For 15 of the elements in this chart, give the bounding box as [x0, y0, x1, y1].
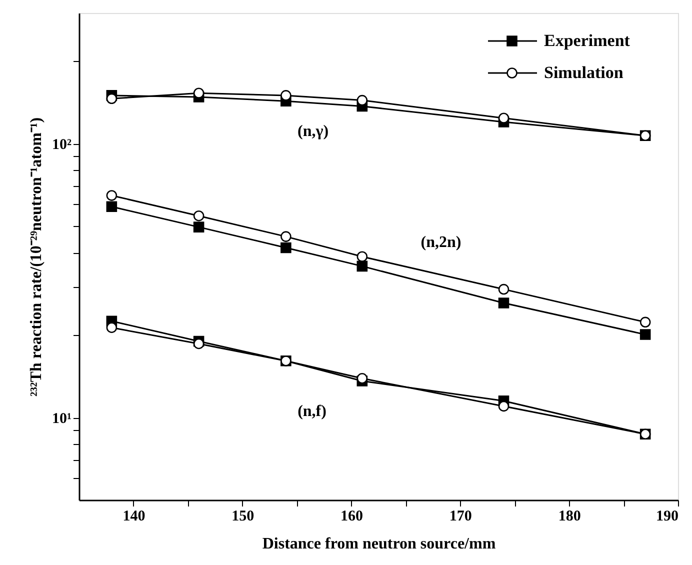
x-tick-label: 170 — [449, 508, 472, 524]
annotation: (n,2n) — [420, 234, 462, 251]
x-tick-label: 180 — [558, 508, 581, 524]
annotation: (n,f) — [298, 403, 326, 420]
x-tick-label: 150 — [232, 508, 254, 524]
x-tick-label: 160 — [340, 508, 364, 524]
x-tick-label: 190 — [656, 508, 678, 524]
y-axis-title: ²³²Th reaction rate/(10⁻²⁹neutron⁻¹atom⁻¹) — [28, 117, 46, 397]
x-axis-title: Distance from neutron source/mm — [262, 536, 496, 552]
annotation: (n,γ) — [297, 123, 329, 140]
legend-label: Simulation — [544, 63, 624, 82]
x-tick-label: 140 — [122, 508, 146, 524]
legend-label: Experiment — [544, 31, 630, 50]
y-tick-label: 10¹ — [52, 411, 72, 428]
y-tick-label: 10² — [52, 137, 72, 154]
